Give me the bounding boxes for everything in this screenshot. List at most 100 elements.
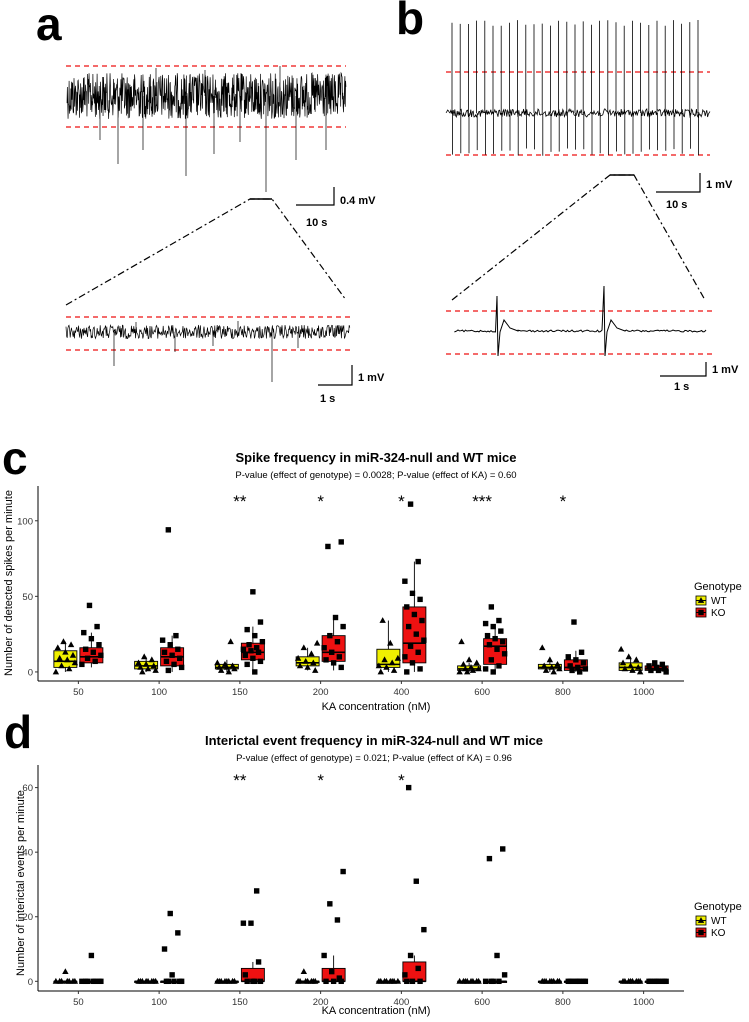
data-point-ko [417, 596, 423, 603]
data-point-wt [621, 665, 629, 672]
data-point-ko [567, 663, 573, 669]
scale-label-voltage: 1 mV [712, 364, 739, 376]
scale-label-voltage: 1 mV [358, 372, 385, 384]
data-point-wt [619, 977, 627, 984]
data-point-ko [330, 978, 337, 985]
data-point-ko [98, 652, 104, 659]
data-point-ko [402, 578, 408, 584]
data-point-ko [415, 965, 421, 972]
x-tick-label: 400 [393, 687, 409, 698]
data-point-wt [313, 639, 321, 646]
data-point-ko [565, 654, 571, 660]
scale-bar [660, 362, 707, 377]
data-point-wt [152, 667, 159, 673]
data-point-wt [625, 977, 632, 984]
data-point-wt [142, 660, 150, 667]
chart-subtitle: P-value (effect of genotype) = 0.0028; P… [235, 470, 516, 481]
data-point-wt [473, 977, 480, 984]
data-point-ko [582, 666, 589, 672]
data-point-ko [250, 655, 256, 662]
data-point-ko [253, 645, 260, 651]
data-point-ko [250, 978, 256, 985]
data-point-wt [462, 665, 469, 672]
data-point-ko [409, 660, 416, 666]
data-point-ko [421, 637, 427, 643]
data-point-wt [139, 668, 146, 675]
data-point-ko [177, 978, 183, 985]
data-point-wt [223, 663, 231, 670]
data-point-wt [697, 917, 705, 923]
data-point-ko [421, 926, 427, 933]
data-point-wt [52, 668, 60, 675]
data-point-ko [257, 978, 264, 985]
data-point-ko [327, 632, 333, 639]
data-point-wt [294, 977, 302, 984]
data-point-wt [467, 977, 475, 984]
scale-label-time: 10 s [666, 199, 687, 211]
data-point-wt [619, 659, 627, 666]
data-point-ko [482, 620, 489, 627]
zoom-connector [65, 198, 347, 306]
data-point-ko [653, 664, 660, 671]
data-point-ko [407, 643, 414, 649]
data-point-wt [229, 662, 236, 669]
data-point-ko [500, 638, 506, 645]
significance-marker: * [317, 771, 324, 790]
data-point-ko [171, 978, 177, 985]
eeg-trace-a [66, 66, 347, 192]
x-tick-label: 600 [474, 687, 490, 698]
data-point-wt [227, 638, 234, 645]
x-tick-label: 100 [151, 687, 167, 698]
data-point-ko [565, 978, 571, 985]
data-point-ko [240, 920, 247, 926]
data-point-wt [460, 660, 467, 667]
data-point-wt [144, 665, 152, 672]
data-point-ko [415, 649, 421, 655]
data-point-ko [698, 609, 704, 616]
data-point-ko [488, 604, 495, 610]
data-point-ko [252, 632, 258, 639]
data-point-wt [62, 648, 69, 655]
eeg-trace-b [445, 20, 711, 156]
y-axis-label: Number of interictal events per minute [15, 790, 27, 976]
data-point-wt [377, 668, 384, 675]
data-point-ko [175, 930, 181, 936]
y-tick-label: 0 [28, 667, 33, 678]
data-point-ko [163, 658, 170, 665]
scale-label-voltage: 0.4 mV [340, 195, 376, 207]
data-point-ko [90, 978, 96, 985]
legend-title: Genotype [694, 901, 742, 913]
data-point-wt [225, 668, 232, 675]
x-tick-label: 200 [313, 687, 329, 698]
data-point-wt [542, 667, 550, 673]
data-point-ko [332, 614, 339, 621]
data-point-ko [253, 888, 260, 894]
panel-label-d: d [4, 706, 32, 758]
scale-bar [296, 187, 335, 206]
panel-label-b: b [396, 0, 424, 44]
data-point-wt [137, 663, 144, 670]
x-tick-label: 1000 [633, 997, 654, 1008]
data-point-ko [167, 910, 173, 917]
data-point-ko [244, 661, 250, 668]
data-point-ko [486, 642, 493, 648]
data-point-wt [304, 663, 311, 670]
legend-label-wt: WT [711, 916, 727, 927]
legend-label-wt: WT [711, 596, 727, 607]
data-point-ko [413, 631, 419, 637]
data-point-ko [419, 617, 425, 624]
data-point-ko [646, 978, 652, 985]
x-tick-label: 150 [232, 687, 248, 698]
data-point-ko [492, 635, 498, 642]
data-point-ko [409, 978, 416, 985]
data-point-ko [415, 558, 421, 565]
data-point-wt [554, 977, 561, 984]
data-point-ko [259, 638, 266, 645]
data-point-wt [54, 644, 61, 651]
data-point-wt [375, 977, 383, 984]
data-point-ko [575, 664, 581, 671]
legend-label-ko: KO [711, 928, 726, 939]
data-point-ko [484, 632, 491, 639]
data-point-ko [490, 623, 496, 630]
